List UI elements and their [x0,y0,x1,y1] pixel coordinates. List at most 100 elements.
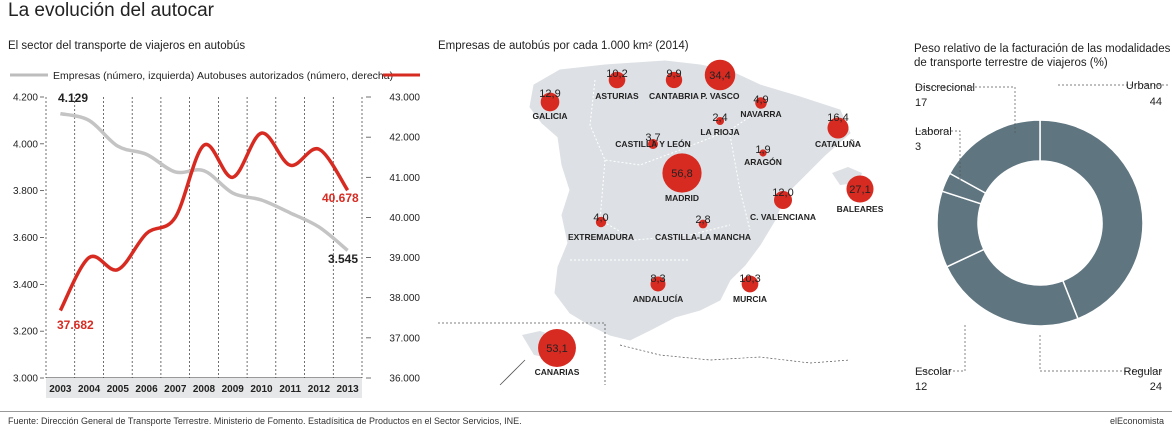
bubble-murcia [741,275,759,293]
bubble-castilla-la-mancha [698,219,708,229]
donut-label-value: 17 [915,97,927,109]
left-tick-label: 3.600 [13,233,38,244]
source-note: Fuente: Dirección General de Transporte … [8,416,522,426]
canarias-inset-frame [438,322,606,385]
bubble-galicia [540,92,560,112]
region-value: 53,1 [546,343,567,355]
bubble-navarra [755,97,767,109]
region-name: MURCIA [733,294,767,304]
grey-start-label: 4.129 [58,91,88,105]
donut-slice-regular [945,248,1079,327]
region-value: 12,9 [539,88,560,100]
region-value: 56,8 [671,168,692,180]
year-tick-label: 2013 [337,384,360,395]
red-start-label: 37.682 [57,318,94,332]
region-name: C. VALENCIANA [750,212,816,222]
region-name: EXTREMADURA [568,232,634,242]
year-tick-label: 2012 [308,384,331,395]
bubble-p-vasco [704,59,736,91]
donut-subtitle-line2: de transporte terrestre de viajeros (%) [914,57,1108,69]
donut-label-name: Regular [1123,366,1162,378]
donut-label-value: 12 [915,381,927,393]
grey-end-label: 3.545 [328,252,358,266]
year-tick-label: 2010 [250,384,273,395]
region-name: ARAGÓN [744,156,782,167]
donut-slice-urbano [1039,119,1144,320]
right-tick-label: 43.000 [389,93,420,104]
year-tick-label: 2006 [135,384,158,395]
donut-label-value: 44 [1150,96,1162,108]
line-chart-subtitle: El sector del transporte de viajeros en … [8,40,246,52]
donut-subtitle-line1: Peso relativo de la facturación de las m… [914,43,1171,55]
region-value: 10,2 [606,68,627,80]
bubble-canarias [538,329,576,367]
donut-label-name: Urbano [1126,80,1162,92]
brand-label: elEconomista [1109,416,1164,426]
donut-label-name: Laboral [915,126,952,138]
left-tick-label: 3.200 [13,327,38,338]
region-name: MADRID [665,193,699,203]
donut-leader-line [915,325,966,372]
red-end-label: 40.678 [322,191,359,205]
region-borders [570,79,761,261]
donut-label-value: 24 [1150,381,1162,393]
donut-slice-discrecional [948,119,1041,195]
left-tick-label: 3.800 [13,186,38,197]
region-value: 1,9 [755,144,770,156]
region-value: 27,1 [849,184,870,196]
bubble-andaluc-a [650,276,666,292]
series-empresas-line [59,111,349,252]
right-tick-label: 39.000 [389,253,420,264]
donut-leader-line [1039,335,1162,372]
year-tick-label: 2004 [78,384,101,395]
peninsula-shape [529,60,851,341]
bubble-extremadura [595,216,607,228]
bubble-asturias [608,71,626,89]
inset-divider [499,359,526,386]
region-name: BALEARES [837,204,884,214]
region-name: CATALUÑA [815,139,861,149]
right-tick-label: 41.000 [389,173,420,184]
region-value: 8,3 [650,273,665,285]
region-name: CANARIAS [535,367,580,377]
bubble-arag-n [759,149,767,157]
donut-label-name: Escolar [915,366,952,378]
region-name: GALICIA [533,111,568,121]
region-value: 9,9 [666,68,681,80]
left-tick-label: 4.200 [13,93,38,104]
donut-label-value: 3 [915,141,921,153]
bubble-castilla-y-le-n [647,138,659,150]
series-autobuses-line [58,131,350,312]
region-value: 4,0 [593,212,608,224]
year-band [46,378,362,398]
donut-label-name: Discrecional [915,82,975,94]
left-tick-label: 3.400 [13,280,38,291]
donut-chart: Urbano 44 Regular 24 Escolar 12 Laboral 3 Discre… [915,80,1170,393]
region-value: 3,7 [645,132,660,144]
year-tick-label: 2003 [49,384,72,395]
right-tick-label: 38.000 [389,293,420,304]
legend-left-label: Empresas (número, izquierda) [53,70,194,82]
spain-map: 12,9 GALICIA 10,2 ASTURIAS 9,9 CANTABRIA 34,4 P… [438,59,884,386]
region-name: CASTILLA Y LEÓN [615,138,690,149]
region-name: CASTILLA-LA MANCHA [655,232,751,242]
region-value: 12,0 [772,187,793,199]
donut-leader-line [915,130,961,180]
region-value: 16,4 [827,112,848,124]
left-tick-label: 4.000 [13,139,38,150]
region-value: 4,9 [753,94,768,106]
region-value: 2,8 [695,214,710,226]
year-tick-label: 2011 [279,384,301,395]
page-title: La evolución del autocar [8,0,214,21]
map-subtitle: Empresas de autobús por cada 1.000 km² (… [438,40,689,52]
bubble-la-rioja [715,116,725,126]
bubble-madrid [662,153,702,193]
year-tick-label: 2009 [222,384,245,395]
footer-rule [0,411,1172,412]
bubble-baleares [846,175,874,203]
bubble-c-valenciana [773,190,793,210]
right-tick-label: 37.000 [389,333,420,344]
region-value: 2,4 [712,112,727,124]
right-tick-label: 42.000 [389,133,420,144]
bubble-catalu-a [827,117,849,139]
